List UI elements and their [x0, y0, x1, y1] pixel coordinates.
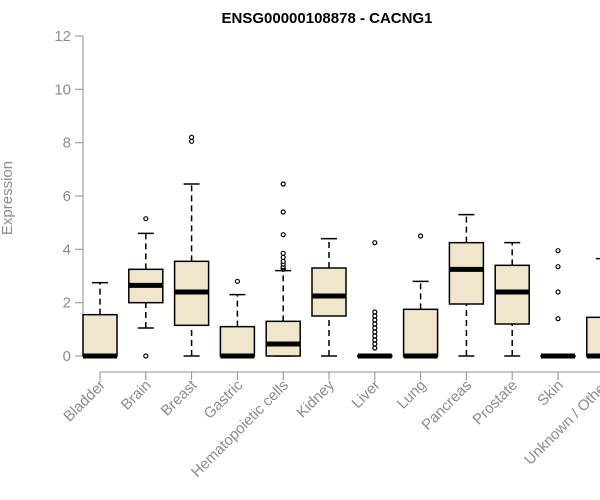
box-iqr [311, 267, 347, 317]
box-liver [357, 240, 393, 359]
outlier-point [280, 181, 286, 187]
x-tick-label: Gastric [201, 376, 247, 422]
chart-title: ENSG00000108878 - CACNG1 [222, 10, 433, 27]
box-prostate [494, 241, 530, 357]
outlier-point [280, 209, 286, 215]
y-tick-label: 0 [63, 348, 71, 365]
box-gastric [219, 278, 256, 359]
x-tick-label: Lung [394, 377, 430, 413]
box-kidney [311, 237, 347, 357]
box-iqr [448, 241, 485, 305]
outlier-point [372, 337, 378, 343]
outlier-point [189, 138, 195, 144]
box-lung [402, 233, 439, 359]
y-tick-label: 4 [63, 241, 71, 258]
outlier-point [372, 317, 378, 323]
box-brain [128, 216, 164, 359]
outlier-point [280, 232, 286, 238]
outlier-point [555, 264, 561, 270]
y-axis-label: Expression [0, 161, 16, 235]
box-iqr [586, 316, 600, 357]
box-iqr [494, 264, 530, 325]
y-tick-label: 10 [54, 81, 71, 98]
outlier-point [372, 309, 378, 315]
box-skin [540, 248, 576, 359]
outlier-point [234, 278, 240, 284]
x-tick-label: Breast [158, 376, 201, 419]
box-iqr [265, 320, 301, 357]
box-unknown-other [586, 257, 600, 359]
outlier-point [372, 329, 378, 335]
y-axis: 0 2 4 6 8 10 12 [54, 28, 84, 365]
outlier-point [143, 353, 149, 359]
outlier-point [372, 325, 378, 331]
y-tick-label: 2 [63, 295, 71, 312]
x-tick-label: Kidney [293, 376, 338, 421]
outlier-point [280, 258, 286, 264]
outlier-point [372, 321, 378, 327]
box-bladder [82, 281, 118, 359]
box-iqr [402, 308, 439, 357]
outlier-point [372, 313, 378, 319]
outlier-point [555, 248, 561, 254]
outlier-point [418, 233, 424, 239]
outlier-point [555, 289, 561, 295]
y-tick-label: 6 [63, 188, 71, 205]
x-tick-label: Pancreas [418, 377, 475, 434]
box-breast [173, 134, 210, 357]
outlier-point [143, 216, 149, 222]
x-tick-label: Liver [349, 377, 384, 412]
outlier-point [280, 250, 286, 256]
box-pancreas [448, 213, 485, 357]
x-tick-label: Skin [534, 377, 567, 410]
box-hematopoietic-cells [265, 181, 301, 357]
x-tick-label: Brain [118, 377, 155, 414]
outlier-point [189, 134, 195, 140]
y-tick-label: 12 [54, 28, 71, 45]
boxes-group [82, 134, 600, 359]
y-tick-label: 8 [63, 135, 71, 152]
outlier-point [372, 333, 378, 339]
outlier-point [372, 345, 378, 351]
x-tick-label: Bladder [60, 377, 109, 426]
outlier-point [372, 240, 378, 246]
outlier-point [372, 341, 378, 347]
outlier-point [555, 316, 561, 322]
outlier-point [280, 254, 286, 260]
box-iqr [82, 313, 118, 357]
x-tick-label: Prostate [469, 377, 521, 429]
box-iqr [219, 325, 256, 357]
